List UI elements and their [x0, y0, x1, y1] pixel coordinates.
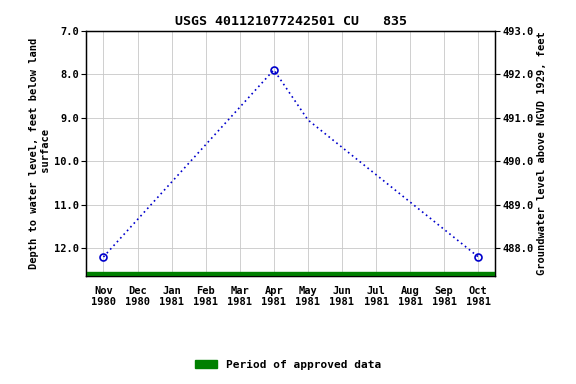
- Title: USGS 401121077242501 CU   835: USGS 401121077242501 CU 835: [175, 15, 407, 28]
- Legend: Period of approved data: Period of approved data: [191, 356, 385, 375]
- Y-axis label: Groundwater level above NGVD 1929, feet: Groundwater level above NGVD 1929, feet: [537, 32, 547, 275]
- Y-axis label: Depth to water level, feet below land
 surface: Depth to water level, feet below land su…: [29, 38, 51, 269]
